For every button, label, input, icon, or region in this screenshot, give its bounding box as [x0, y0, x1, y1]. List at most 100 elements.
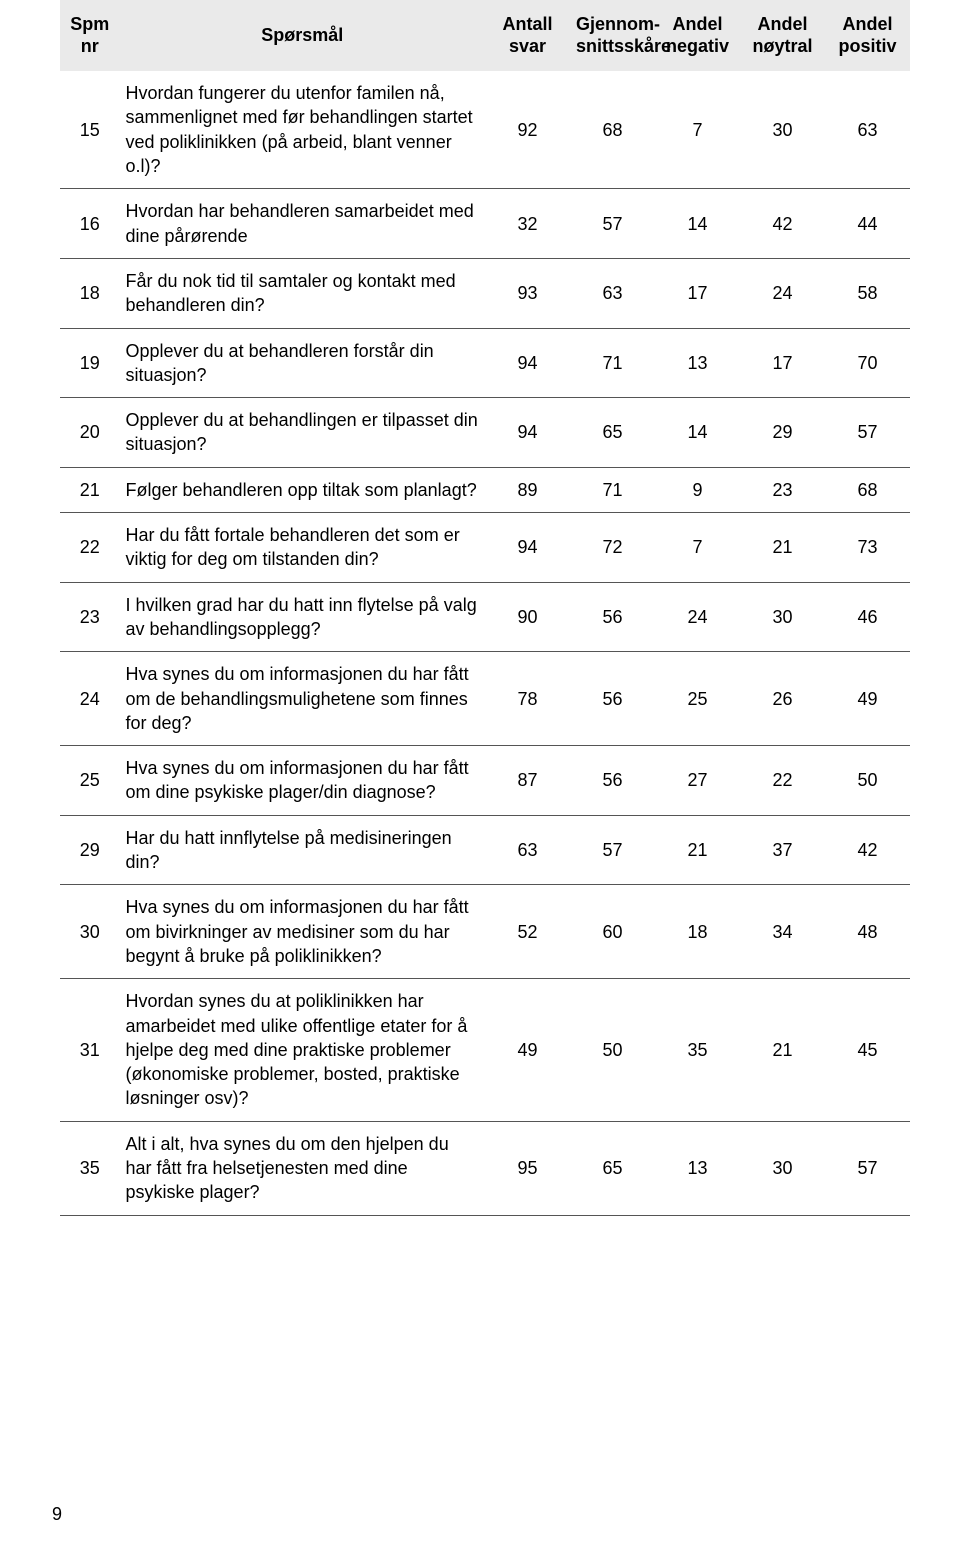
cell-gjennom: 63 — [570, 258, 655, 328]
cell-positiv: 50 — [825, 746, 910, 816]
col-header-q-l1: Spørsmål — [261, 25, 343, 45]
cell-antall: 95 — [485, 1121, 570, 1215]
cell-gjennom: 71 — [570, 467, 655, 512]
cell-question: Hva synes du om informasjonen du har fåt… — [120, 746, 486, 816]
table-header: Spm nr Spørsmål Antall svar Gjennom- sni… — [60, 0, 910, 71]
col-header-negativ-l2: negativ — [666, 36, 729, 56]
cell-nr: 21 — [60, 467, 120, 512]
col-header-gjennom-l1: Gjennom- — [576, 14, 660, 34]
cell-positiv: 70 — [825, 328, 910, 398]
cell-positiv: 57 — [825, 398, 910, 468]
table-row: 16Hvordan har behandleren samarbeidet me… — [60, 189, 910, 259]
cell-noytral: 21 — [740, 513, 825, 583]
cell-nr: 25 — [60, 746, 120, 816]
col-header-antall-l2: svar — [509, 36, 546, 56]
cell-gjennom: 56 — [570, 652, 655, 746]
cell-noytral: 24 — [740, 258, 825, 328]
cell-noytral: 30 — [740, 71, 825, 189]
cell-gjennom: 60 — [570, 885, 655, 979]
cell-noytral: 22 — [740, 746, 825, 816]
col-header-noytral: Andel nøytral — [740, 0, 825, 71]
col-header-negativ-l1: Andel — [672, 14, 722, 34]
cell-antall: 78 — [485, 652, 570, 746]
cell-question: Hva synes du om informasjonen du har fåt… — [120, 652, 486, 746]
table-row: 15Hvordan fungerer du utenfor familen nå… — [60, 71, 910, 189]
cell-negativ: 18 — [655, 885, 740, 979]
cell-question: Hvordan har behandleren samarbeidet med … — [120, 189, 486, 259]
cell-noytral: 30 — [740, 1121, 825, 1215]
col-header-nr-l1: Spm — [70, 14, 109, 34]
cell-negativ: 9 — [655, 467, 740, 512]
cell-antall: 94 — [485, 398, 570, 468]
cell-question: Følger behandleren opp tiltak som planla… — [120, 467, 486, 512]
cell-negativ: 7 — [655, 513, 740, 583]
table-row: 18Får du nok tid til samtaler og kontakt… — [60, 258, 910, 328]
col-header-positiv-l2: positiv — [838, 36, 896, 56]
col-header-q: Spørsmål — [120, 0, 486, 71]
cell-negativ: 27 — [655, 746, 740, 816]
cell-gjennom: 68 — [570, 71, 655, 189]
survey-table: Spm nr Spørsmål Antall svar Gjennom- sni… — [60, 0, 910, 1216]
cell-positiv: 49 — [825, 652, 910, 746]
col-header-nr: Spm nr — [60, 0, 120, 71]
cell-negativ: 17 — [655, 258, 740, 328]
col-header-gjennom-l2: snittsskåre — [576, 36, 671, 56]
cell-antall: 49 — [485, 979, 570, 1121]
cell-gjennom: 57 — [570, 815, 655, 885]
table-row: 31Hvordan synes du at poliklinikken har … — [60, 979, 910, 1121]
cell-nr: 20 — [60, 398, 120, 468]
cell-nr: 15 — [60, 71, 120, 189]
cell-noytral: 21 — [740, 979, 825, 1121]
cell-negativ: 14 — [655, 189, 740, 259]
cell-question: Hvordan synes du at poliklinikken har am… — [120, 979, 486, 1121]
col-header-gjennom: Gjennom- snittsskåre — [570, 0, 655, 71]
table-header-row: Spm nr Spørsmål Antall svar Gjennom- sni… — [60, 0, 910, 71]
table-row: 19Opplever du at behandleren forstår din… — [60, 328, 910, 398]
cell-negativ: 21 — [655, 815, 740, 885]
cell-question: Opplever du at behandleren forstår din s… — [120, 328, 486, 398]
cell-antall: 94 — [485, 328, 570, 398]
table-body: 15Hvordan fungerer du utenfor familen nå… — [60, 71, 910, 1215]
cell-noytral: 30 — [740, 582, 825, 652]
cell-antall: 92 — [485, 71, 570, 189]
cell-negativ: 13 — [655, 328, 740, 398]
table-row: 35Alt i alt, hva synes du om den hjelpen… — [60, 1121, 910, 1215]
cell-question: Har du fått fortale behandleren det som … — [120, 513, 486, 583]
cell-positiv: 63 — [825, 71, 910, 189]
col-header-noytral-l2: nøytral — [752, 36, 812, 56]
col-header-antall-l1: Antall — [502, 14, 552, 34]
cell-nr: 30 — [60, 885, 120, 979]
cell-antall: 63 — [485, 815, 570, 885]
page-container: Spm nr Spørsmål Antall svar Gjennom- sni… — [0, 0, 960, 1565]
cell-gjennom: 65 — [570, 398, 655, 468]
col-header-noytral-l1: Andel — [757, 14, 807, 34]
cell-question: Har du hatt innflytelse på medisineringe… — [120, 815, 486, 885]
table-row: 21Følger behandleren opp tiltak som plan… — [60, 467, 910, 512]
cell-gjennom: 57 — [570, 189, 655, 259]
cell-question: Får du nok tid til samtaler og kontakt m… — [120, 258, 486, 328]
table-row: 29Har du hatt innflytelse på medisinerin… — [60, 815, 910, 885]
cell-antall: 87 — [485, 746, 570, 816]
cell-question: Hvordan fungerer du utenfor familen nå, … — [120, 71, 486, 189]
cell-noytral: 34 — [740, 885, 825, 979]
cell-positiv: 68 — [825, 467, 910, 512]
cell-question: Opplever du at behandlingen er tilpasset… — [120, 398, 486, 468]
cell-gjennom: 56 — [570, 746, 655, 816]
table-row: 23I hvilken grad har du hatt inn flytels… — [60, 582, 910, 652]
col-header-nr-l2: nr — [81, 36, 99, 56]
cell-nr: 23 — [60, 582, 120, 652]
cell-negativ: 35 — [655, 979, 740, 1121]
cell-positiv: 46 — [825, 582, 910, 652]
cell-positiv: 44 — [825, 189, 910, 259]
col-header-negativ: Andel negativ — [655, 0, 740, 71]
cell-gjennom: 50 — [570, 979, 655, 1121]
cell-nr: 16 — [60, 189, 120, 259]
cell-negativ: 25 — [655, 652, 740, 746]
cell-gjennom: 71 — [570, 328, 655, 398]
table-row: 24Hva synes du om informasjonen du har f… — [60, 652, 910, 746]
cell-noytral: 29 — [740, 398, 825, 468]
cell-nr: 19 — [60, 328, 120, 398]
cell-question: I hvilken grad har du hatt inn flytelse … — [120, 582, 486, 652]
cell-antall: 52 — [485, 885, 570, 979]
cell-antall: 94 — [485, 513, 570, 583]
